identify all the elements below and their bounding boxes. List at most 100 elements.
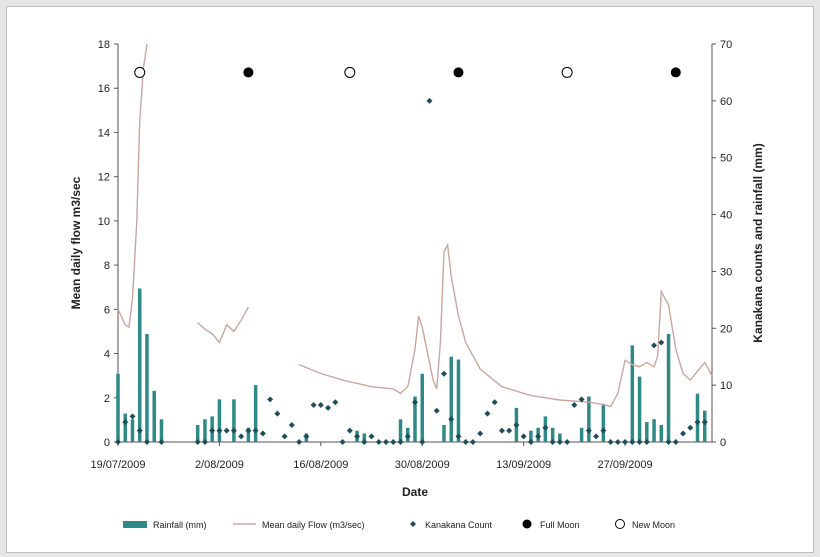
right-tick-label: 20	[720, 323, 732, 335]
flow-line-segment	[298, 242, 713, 408]
kanakana-point	[520, 433, 527, 440]
left-tick-label: 0	[104, 437, 110, 449]
kanakana-point	[498, 427, 505, 434]
kanakana-point	[332, 399, 339, 406]
x-tick-label: 30/08/2009	[395, 459, 450, 471]
kanakana-point	[643, 439, 650, 445]
right-tick-label: 30	[720, 266, 732, 278]
rainfall-bar	[152, 390, 156, 442]
right-tick-label: 10	[720, 380, 732, 392]
kanakana-point	[346, 427, 353, 434]
kanakana-point	[412, 399, 418, 406]
kanakana-point	[209, 427, 216, 434]
legend-kanakana-swatch	[410, 521, 416, 527]
axes	[117, 44, 713, 443]
kanakana-point	[651, 342, 658, 349]
full-moon-marker	[243, 67, 254, 78]
kanakana-point	[288, 421, 295, 428]
rainfall-bar	[550, 427, 555, 442]
kanakana-point	[303, 433, 310, 440]
kanakana-point	[317, 402, 324, 409]
legend-full-moon-swatch	[522, 519, 532, 529]
kanakana-point	[143, 439, 150, 445]
rainfall-bar	[246, 427, 251, 442]
legend-full-moon-label: Full Moon	[540, 520, 580, 530]
new-moon-marker	[344, 66, 356, 78]
kanakana-point	[404, 433, 411, 440]
rainfall-bar	[558, 433, 562, 442]
legend: Rainfall (mm) Mean daily Flow (m3/sec) K…	[123, 519, 675, 530]
right-tick-label: 70	[720, 39, 732, 51]
rainfall-bar	[137, 288, 142, 442]
left-tick-label: 14	[98, 127, 110, 139]
kanakana-point	[245, 427, 252, 434]
kanakana-point	[680, 430, 687, 437]
kanakana-point	[571, 402, 578, 409]
kanakana-point	[339, 439, 346, 445]
kanakana-point	[607, 439, 614, 445]
rainfall-bar	[203, 419, 207, 442]
kanakana-point	[122, 419, 129, 426]
x-tick-label: 19/07/2009	[90, 459, 145, 471]
rainfall-bar	[601, 405, 606, 442]
kanakana-point	[527, 439, 534, 445]
kanakana-point	[484, 410, 491, 417]
rainfall-bar	[645, 422, 649, 442]
rainfall-bar	[195, 424, 200, 442]
right-ticks: 0 10 20 30 40 50 60 70	[712, 39, 732, 449]
kanakana-point	[535, 433, 542, 440]
left-tick-label: 8	[104, 260, 110, 272]
left-tick-label: 10	[98, 216, 110, 228]
kanakana-point	[506, 427, 513, 434]
legend-rainfall-swatch	[123, 521, 147, 528]
kanakana-point	[252, 427, 259, 434]
kanakana-point	[658, 339, 665, 346]
rainfall-bar	[420, 373, 424, 442]
rainfall-bar	[145, 333, 149, 442]
left-tick-label: 2	[104, 393, 110, 405]
flow-line-segment	[197, 306, 250, 344]
kanakana-point	[230, 427, 237, 434]
left-tick-label: 18	[98, 39, 110, 51]
kanakana-points	[115, 97, 708, 445]
kanakana-point	[462, 439, 469, 445]
x-tick-label: 27/09/2009	[598, 459, 653, 471]
rainfall-bar	[659, 424, 664, 442]
right-tick-label: 50	[720, 153, 732, 165]
kanakana-point	[397, 439, 404, 445]
kanakana-point	[694, 419, 701, 426]
kanakana-point	[354, 433, 361, 440]
left-tick-label: 16	[98, 83, 110, 95]
legend-rainfall-label: Rainfall (mm)	[153, 520, 207, 530]
kanakana-point	[383, 439, 390, 445]
x-tick-label: 13/09/2009	[496, 459, 551, 471]
kanakana-point	[194, 439, 201, 445]
kanakana-point	[578, 396, 585, 403]
rainfall-bar	[217, 399, 222, 442]
flow-lines	[117, 43, 713, 408]
rainfall-bars	[116, 288, 707, 442]
full-moon-marker	[453, 67, 464, 78]
rainfall-bar	[442, 424, 446, 442]
kanakana-point	[325, 404, 332, 411]
kanakana-point	[513, 421, 520, 428]
kanakana-point	[614, 439, 621, 445]
kanakana-point	[361, 439, 368, 445]
rainfall-bar	[637, 376, 642, 442]
right-tick-label: 0	[720, 437, 726, 449]
rainfall-bar	[449, 356, 453, 442]
kanakana-point	[455, 433, 462, 440]
x-axis-title: Date	[402, 485, 428, 499]
rainfall-bar	[695, 393, 700, 442]
kanakana-point	[310, 402, 317, 409]
kanakana-point	[491, 399, 498, 406]
rainfall-bar	[652, 419, 656, 442]
kanakana-point	[201, 439, 208, 445]
rainfall-bar	[579, 427, 584, 442]
chart-frame	[6, 6, 814, 553]
kanakana-point	[238, 433, 245, 440]
kanakana-point	[636, 439, 643, 445]
kanakana-point	[267, 396, 274, 403]
kanakana-point	[469, 439, 476, 445]
y-axis-left-title: Mean daily flow m3/sec	[69, 176, 83, 309]
